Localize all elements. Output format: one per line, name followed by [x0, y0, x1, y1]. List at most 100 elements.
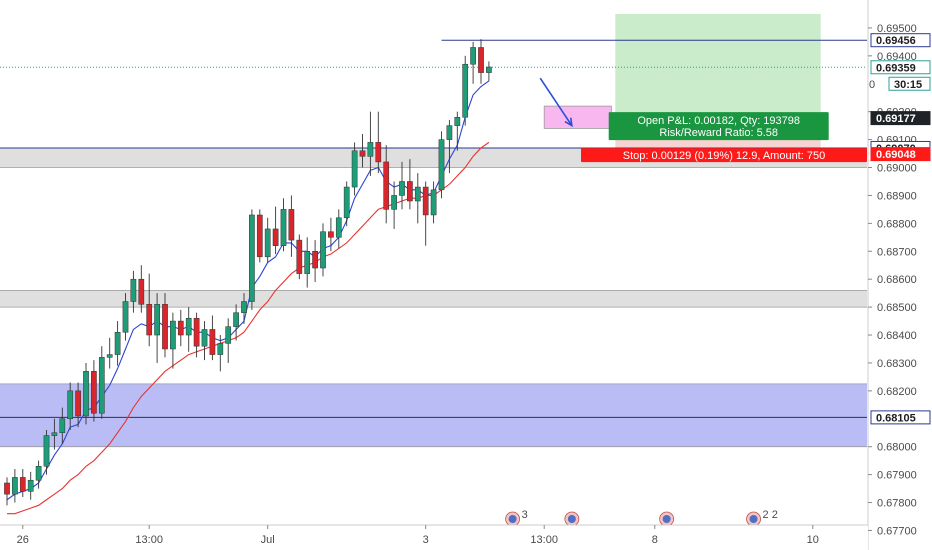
- candle-bullish: [462, 63, 469, 118]
- candle-bullish: [351, 150, 358, 188]
- price-tick-label: 0.69400: [877, 51, 917, 63]
- price-badge-text: 0.68105: [876, 412, 916, 424]
- price-tick-label: 0.68700: [877, 246, 917, 258]
- price-tick-label: 0.68600: [877, 274, 917, 286]
- price-badge-text: 0.69359: [876, 62, 916, 74]
- price-badge-text: 0.69456: [876, 35, 916, 47]
- price-tick-label: 0.68400: [877, 330, 917, 342]
- time-tick-label: 8: [652, 534, 658, 546]
- stop-label-box: [581, 148, 867, 163]
- price-tick-label: 0.68500: [877, 302, 917, 314]
- time-tick-label: Jul: [261, 534, 275, 546]
- candle-bullish: [122, 301, 129, 333]
- price-badge-box: [870, 33, 931, 48]
- candle-bearish: [407, 181, 413, 202]
- candle-bullish: [280, 209, 287, 246]
- candle-bullish: [43, 435, 50, 467]
- candle-bullish: [106, 354, 113, 358]
- candle-bearish: [4, 482, 10, 495]
- arrow-shaft: [539, 77, 573, 127]
- candle-bullish: [225, 326, 232, 344]
- time-tick-label: 13:00: [135, 534, 163, 546]
- candle-bearish: [75, 390, 81, 417]
- candle-bullish: [98, 357, 105, 414]
- price-badge-text: 30:15: [894, 79, 922, 91]
- pnl-label-box: [608, 112, 829, 141]
- candle-bearish: [256, 214, 263, 258]
- price-badge-box: [888, 76, 931, 91]
- candle-bearish: [328, 231, 334, 238]
- position-target-zone: [615, 13, 821, 119]
- price-axis-layer: 0.695000.694000.692000.691000.690000.689…: [867, 0, 932, 550]
- candle-bullish: [130, 278, 137, 302]
- candle-bullish: [201, 329, 208, 347]
- candle-bullish: [304, 251, 311, 274]
- event-flag-inner-icon: [749, 515, 758, 523]
- candle-bullish: [12, 477, 18, 495]
- candle-bullish: [320, 231, 326, 269]
- candle-bullish: [217, 343, 224, 355]
- time-tick-label: 3: [423, 534, 429, 546]
- candle-bullish: [170, 320, 176, 350]
- candle-bearish: [375, 142, 382, 163]
- time-axis-background: [0, 525, 868, 550]
- candle-bullish: [470, 47, 476, 65]
- candle-bullish: [154, 304, 160, 336]
- time-tick-label: 26: [17, 534, 29, 546]
- candle-bearish: [177, 320, 184, 336]
- price-tick-label: 0.68900: [877, 190, 917, 202]
- candle-bearish: [138, 278, 145, 305]
- candle-bullish: [241, 301, 247, 313]
- candle-bullish: [454, 117, 461, 126]
- stop-label-text: Stop: 0.00129 (0.19%) 12.9, Amount: 750: [623, 150, 825, 162]
- candle-bullish: [185, 318, 192, 336]
- candle-bearish: [146, 304, 153, 336]
- price-badge-box: [870, 410, 931, 425]
- price-axis-background: [868, 0, 932, 550]
- price-badge-text: 0: [869, 79, 875, 91]
- candle-bearish: [209, 329, 216, 355]
- candle-bullish: [430, 189, 437, 216]
- risk-reward-label-text: Risk/Reward Ratio: 5.58: [659, 127, 778, 139]
- candle-bullish: [399, 181, 405, 196]
- price-badge-box: [870, 147, 931, 162]
- event-flag-inner-icon: [567, 515, 576, 523]
- price-tick-label: 0.67900: [877, 470, 917, 482]
- candle-bullish: [438, 139, 445, 191]
- candle-bullish: [486, 66, 492, 73]
- arrow-head: [564, 117, 573, 128]
- candle-bullish: [391, 195, 397, 210]
- price-tick-label: 0.68200: [877, 386, 917, 398]
- candle-bullish: [35, 465, 42, 481]
- event-count-label: 2 2: [763, 509, 778, 521]
- event-flag-inner-icon: [662, 515, 671, 523]
- candle-bearish: [288, 209, 295, 241]
- candle-bullish: [414, 186, 421, 202]
- price-tick-label: 0.67800: [877, 498, 917, 510]
- event-flag-inner-icon: [508, 515, 517, 523]
- price-tick-label: 0.69000: [877, 163, 917, 175]
- candle-bearish: [193, 318, 200, 347]
- candle-bearish: [383, 161, 390, 210]
- zone-band: [0, 290, 867, 308]
- target-box: [543, 105, 612, 129]
- price-tick-label: 0.67700: [877, 525, 917, 537]
- candle-bearish: [422, 186, 429, 216]
- candle-bullish: [59, 418, 66, 433]
- candle-bearish: [91, 371, 97, 414]
- price-badge-box: [870, 60, 931, 75]
- candle-bullish: [367, 142, 374, 157]
- candle-bullish: [446, 125, 453, 140]
- time-tick-label: 10: [807, 534, 819, 546]
- candle-bearish: [272, 228, 279, 246]
- zone-band: [0, 383, 867, 447]
- candle-bullish: [83, 371, 89, 417]
- candle-bullish: [233, 312, 239, 327]
- price-tick-label: 0.69500: [877, 23, 917, 35]
- candle-bullish: [67, 390, 74, 420]
- annotations-layer: Open P&L: 0.00182, Qty: 193798Risk/Rewar…: [505, 77, 867, 527]
- price-tick-label: 0.68800: [877, 218, 917, 230]
- candle-bearish: [312, 251, 318, 269]
